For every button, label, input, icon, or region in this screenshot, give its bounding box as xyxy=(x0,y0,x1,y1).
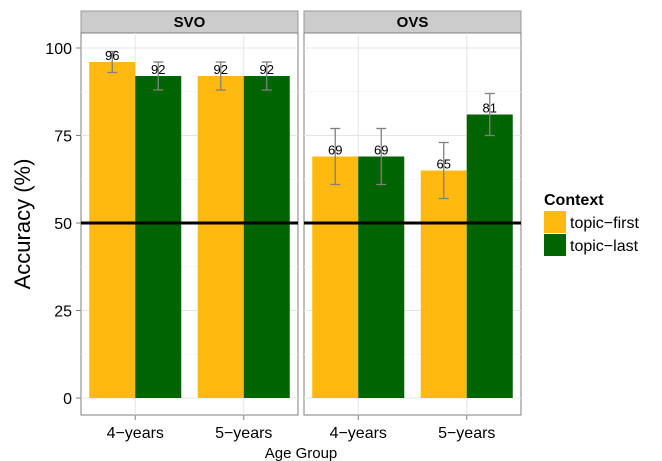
panel-svo: SVO 96 92 92 92 xyxy=(80,10,299,416)
x-tick-label: 5−years xyxy=(438,425,495,442)
error-bar xyxy=(484,92,495,137)
data-label: 69 xyxy=(374,143,388,158)
chart-panels: SVO 96 92 92 92 OVS 69 69 65 81 xyxy=(80,10,522,416)
legend: Context topic−first topic−last xyxy=(544,192,639,256)
legend-title: Context xyxy=(544,192,604,209)
error-bar xyxy=(330,127,341,186)
y-tick-label: 25 xyxy=(54,304,72,321)
bar-ovs-1-1 xyxy=(466,114,513,398)
error-bar xyxy=(438,141,449,200)
error-bar xyxy=(261,61,272,91)
data-label: 92 xyxy=(260,62,274,77)
panel-ovs: OVS 69 69 65 81 xyxy=(303,10,522,416)
y-tick-label: 0 xyxy=(63,391,72,408)
error-bar xyxy=(215,61,226,91)
error-bar xyxy=(376,127,387,186)
bar-ovs-0-0 xyxy=(312,156,359,398)
error-bar xyxy=(153,61,164,91)
x-axis-title: Age Group xyxy=(265,445,338,461)
bar-svo-0-0 xyxy=(89,62,136,398)
y-tick-label: 100 xyxy=(45,41,72,58)
data-label: 92 xyxy=(151,62,165,77)
x-axis: 4−years 5−years 4−years 5−years Age Group xyxy=(107,415,495,461)
y-axis-title: Accuracy (%) xyxy=(10,159,35,290)
data-label: 96 xyxy=(105,48,119,63)
legend-key xyxy=(544,234,566,256)
panel-title: SVO xyxy=(174,14,206,31)
legend-label: topic−last xyxy=(570,238,639,255)
bar-ovs-0-1 xyxy=(358,156,405,398)
data-label: 92 xyxy=(214,62,228,77)
y-tick-label: 75 xyxy=(54,129,72,146)
data-label: 65 xyxy=(437,157,451,172)
x-tick-label: 5−years xyxy=(215,425,272,442)
bar-svo-1-1 xyxy=(243,76,290,398)
y-axis: 0 25 50 75 100 Accuracy (%) xyxy=(10,41,81,408)
legend-key xyxy=(544,211,566,233)
error-bar xyxy=(107,50,118,74)
x-tick-label: 4−years xyxy=(330,425,387,442)
panel-title: OVS xyxy=(397,14,429,31)
bar-ovs-1-0 xyxy=(420,170,467,398)
y-tick-label: 50 xyxy=(54,216,72,233)
bar-svo-1-0 xyxy=(197,76,244,398)
data-label: 69 xyxy=(328,143,342,158)
data-label: 81 xyxy=(483,101,497,116)
legend-label: topic−first xyxy=(570,215,639,232)
x-tick-label: 4−years xyxy=(107,425,164,442)
bar-svo-0-1 xyxy=(135,76,182,398)
